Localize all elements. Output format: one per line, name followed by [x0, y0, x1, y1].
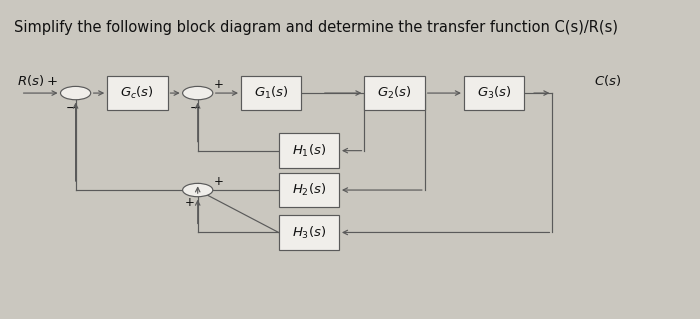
FancyBboxPatch shape	[365, 76, 425, 110]
Circle shape	[183, 183, 213, 197]
FancyBboxPatch shape	[279, 133, 339, 168]
Text: $-$: $-$	[189, 101, 199, 114]
Circle shape	[183, 86, 213, 100]
FancyBboxPatch shape	[279, 173, 339, 207]
Text: $+$: $+$	[184, 196, 195, 209]
Text: $R(s)+$: $R(s)+$	[18, 73, 58, 88]
Text: $+$: $+$	[213, 78, 223, 91]
Text: $H_2(s)$: $H_2(s)$	[292, 182, 326, 198]
FancyBboxPatch shape	[107, 76, 167, 110]
FancyBboxPatch shape	[279, 215, 339, 250]
Text: $G_c(s)$: $G_c(s)$	[120, 85, 154, 101]
Text: $H_3(s)$: $H_3(s)$	[292, 225, 326, 241]
Text: $G_1(s)$: $G_1(s)$	[254, 85, 288, 101]
Text: $G_3(s)$: $G_3(s)$	[477, 85, 512, 101]
Text: $-$: $-$	[65, 101, 76, 114]
Text: $+$: $+$	[213, 175, 223, 188]
FancyBboxPatch shape	[464, 76, 524, 110]
Text: $H_1(s)$: $H_1(s)$	[292, 143, 326, 159]
FancyBboxPatch shape	[241, 76, 301, 110]
Text: Simplify the following block diagram and determine the transfer function C(s)/R(: Simplify the following block diagram and…	[14, 20, 618, 35]
Circle shape	[60, 86, 91, 100]
Text: $C(s)$: $C(s)$	[594, 73, 621, 88]
Text: $G_2(s)$: $G_2(s)$	[377, 85, 412, 101]
